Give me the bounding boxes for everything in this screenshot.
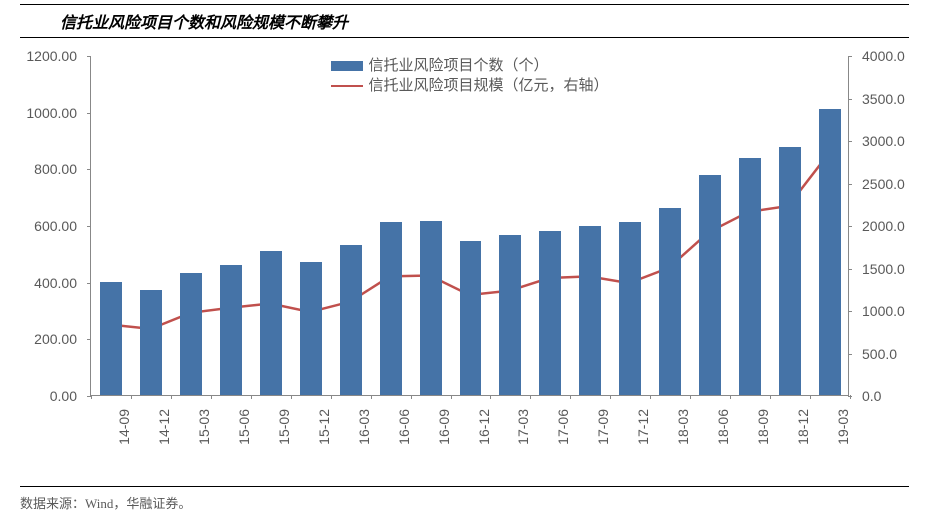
- y-left-tick-label: 0.00: [50, 388, 77, 404]
- bar: [779, 147, 801, 395]
- y-left-tick-label: 400.00: [34, 275, 77, 291]
- y-left-tick-label: 600.00: [34, 218, 77, 234]
- bar: [659, 208, 681, 395]
- x-tick-label: 15-06: [236, 409, 252, 445]
- bar: [460, 241, 482, 395]
- y-right-tick-label: 1000.0: [862, 303, 905, 319]
- bar: [819, 109, 841, 395]
- figure-container: 信托业风险项目个数和风险规模不断攀升 0.00 200.00 400.00 600.0…: [0, 4, 929, 526]
- bar: [699, 175, 721, 395]
- bar: [420, 221, 442, 395]
- x-tick-label: 14-09: [116, 409, 132, 445]
- y-right-tick-label: 3000.0: [862, 133, 905, 149]
- source-text: Wind，华融证券。: [85, 496, 191, 511]
- bar: [739, 158, 761, 395]
- bar: [100, 282, 122, 395]
- legend-line-label: 信托业风险项目规模（亿元，右轴）: [368, 76, 608, 96]
- line-swatch-icon: [330, 85, 362, 87]
- x-tick-label: 16-12: [476, 409, 492, 445]
- bar: [140, 290, 162, 395]
- legend-item-bar: 信托业风险项目个数（个）: [330, 56, 608, 76]
- bar: [579, 226, 601, 395]
- bar: [380, 222, 402, 395]
- x-tick-label: 17-12: [635, 409, 651, 445]
- x-tick-label: 17-06: [555, 409, 571, 445]
- y-right-tick-label: 3500.0: [862, 91, 905, 107]
- y-left-tick-label: 200.00: [34, 331, 77, 347]
- bar: [300, 262, 322, 395]
- legend-bar-label: 信托业风险项目个数（个）: [368, 56, 548, 76]
- bar: [340, 245, 362, 395]
- legend: 信托业风险项目个数（个） 信托业风险项目规模（亿元，右轴）: [330, 56, 608, 96]
- y-right-tick-label: 2500.0: [862, 176, 905, 192]
- plot-region: 信托业风险项目个数（个） 信托业风险项目规模（亿元，右轴）: [90, 56, 849, 396]
- x-tick-label: 15-09: [276, 409, 292, 445]
- x-tick-label: 18-09: [755, 409, 771, 445]
- x-tick-label: 18-03: [675, 409, 691, 445]
- y-right-axis: 0.0500.01000.01500.02000.02500.03000.035…: [854, 56, 909, 396]
- bar: [539, 231, 561, 395]
- data-source: 数据来源：Wind，华融证券。: [20, 486, 909, 512]
- bar: [260, 251, 282, 396]
- y-right-tick-label: 4000.0: [862, 48, 905, 64]
- y-right-tick-label: 2000.0: [862, 218, 905, 234]
- y-left-tick-label: 800.00: [34, 161, 77, 177]
- x-tick-label: 18-12: [795, 409, 811, 445]
- legend-item-line: 信托业风险项目规模（亿元，右轴）: [330, 76, 608, 96]
- chart-area: 0.00 200.00 400.00 600.00 800.00 1000.00 1200.…: [20, 46, 909, 466]
- x-tick-label: 15-12: [316, 409, 332, 445]
- x-tick-label: 17-03: [515, 409, 531, 445]
- chart-title: 信托业风险项目个数和风险规模不断攀升: [20, 4, 909, 38]
- y-right-tick-label: 0.0: [862, 388, 881, 404]
- x-tick-label: 18-06: [715, 409, 731, 445]
- x-tick-label: 16-03: [356, 409, 372, 445]
- y-right-tick-label: 500.0: [862, 346, 897, 362]
- bar-swatch-icon: [330, 61, 362, 71]
- source-prefix: 数据来源：: [20, 496, 85, 511]
- bar: [499, 235, 521, 395]
- x-axis: 14-09 14-12 15-03 15-06 15-09 15-12 16-03 16-06…: [90, 401, 849, 466]
- y-right-tick-label: 1500.0: [862, 261, 905, 277]
- bar: [619, 222, 641, 395]
- bar: [220, 265, 242, 395]
- bar: [180, 273, 202, 395]
- x-tick-label: 17-09: [595, 409, 611, 445]
- y-left-tick-label: 1200.00: [26, 48, 77, 64]
- x-tick-label: 16-06: [396, 409, 412, 445]
- y-left-tick-label: 1000.00: [26, 105, 77, 121]
- x-tick-label: 15-03: [196, 409, 212, 445]
- x-tick-label: 19-03: [835, 409, 851, 445]
- x-tick-label: 14-12: [156, 409, 172, 445]
- x-tick-label: 16-09: [436, 409, 452, 445]
- y-left-axis: 0.00200.00400.00600.00800.001000.001200.…: [20, 56, 85, 396]
